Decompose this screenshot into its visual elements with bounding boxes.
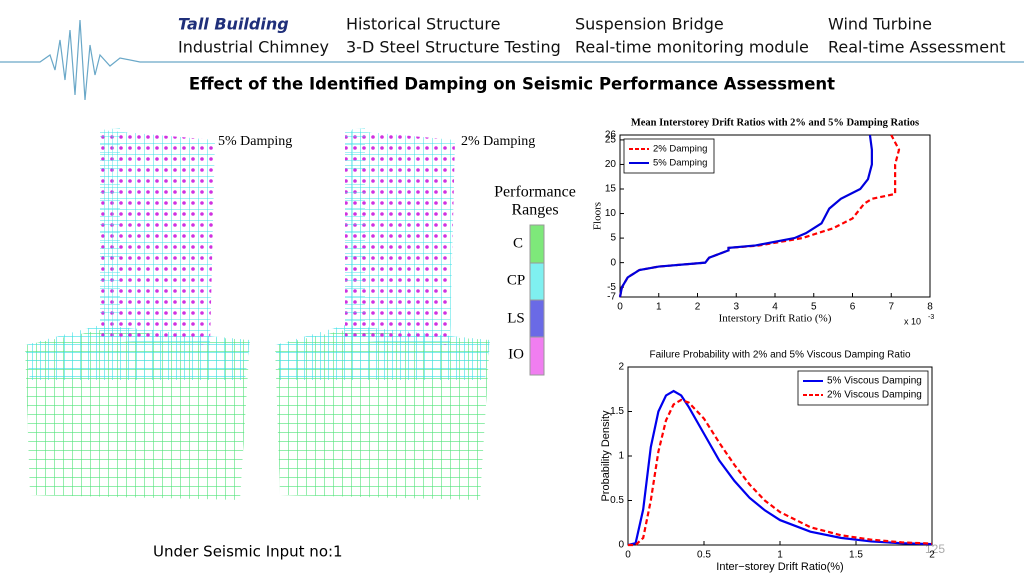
nav-item[interactable]: Tall Building: [178, 15, 289, 34]
legend-swatch: [529, 299, 545, 338]
series-line: [627, 389, 933, 547]
chart-title: Failure Probability with 2% and 5% Visco…: [649, 350, 910, 361]
seismic-wave: [0, 19, 1024, 101]
legend-label: 5% Damping: [653, 158, 707, 169]
legend-label: CP: [507, 272, 525, 288]
y-tick-label: 10: [605, 208, 617, 219]
series-line: [628, 398, 933, 547]
nav-item[interactable]: Historical Structure: [346, 15, 500, 34]
y-tick-label: 0: [618, 540, 624, 551]
legend-swatch: [529, 262, 545, 301]
y-tick-label: 25: [605, 135, 617, 146]
chart-title: Mean Interstorey Drift Ratios with 2% an…: [631, 117, 919, 128]
x-tick-label: 2: [929, 550, 935, 561]
y-tick-label: -7: [607, 292, 616, 303]
legend-title: Ranges: [511, 202, 558, 219]
legend-box: [623, 138, 715, 174]
nav-item[interactable]: Real-time Assessment: [828, 38, 1005, 57]
legend-label: LS: [507, 310, 525, 326]
x-tick-label: 8: [927, 302, 933, 313]
x-tick-label: 6: [850, 302, 856, 313]
legend-label: IO: [508, 346, 524, 362]
y-tick-label: 2: [618, 362, 624, 373]
x-tick-label: 7: [888, 302, 894, 313]
y-axis-label: Floors: [592, 202, 604, 230]
nav-item[interactable]: 3-D Steel Structure Testing: [346, 38, 561, 57]
nav-item[interactable]: Real-time monitoring module: [575, 38, 809, 57]
y-tick-label: 1: [618, 451, 624, 462]
legend-swatch: [529, 336, 545, 376]
legend-label: C: [513, 235, 523, 251]
x-multiplier: x 10: [904, 316, 921, 326]
x-tick-label: 0.5: [697, 550, 711, 561]
y-tick-label: 0.5: [610, 495, 624, 506]
x-multiplier-exponent: -3: [928, 314, 934, 321]
legend-label: 5% Viscous Damping: [827, 376, 922, 387]
x-tick-label: 1: [656, 302, 662, 313]
page-number: 125: [925, 542, 945, 556]
x-tick-label: 0: [625, 550, 631, 561]
y-tick-label: 20: [605, 159, 617, 170]
model-label: 5% Damping: [218, 134, 292, 149]
building-model-5: [25, 128, 250, 500]
x-tick-label: 1.5: [849, 550, 863, 561]
x-tick-label: 0: [617, 302, 623, 313]
legend-label: 2% Viscous Damping: [827, 390, 922, 401]
x-axis-label: Inter−storey Drift Ratio(%): [716, 561, 843, 573]
legend-box: [797, 370, 929, 406]
y-tick-label: 0: [610, 257, 616, 268]
nav-item[interactable]: Wind Turbine: [828, 15, 932, 34]
x-tick-label: 3: [733, 302, 739, 313]
y-tick-label: 1.5: [610, 406, 624, 417]
x-axis-label: Interstory Drift Ratio (%): [719, 313, 832, 325]
y-tick-label: 15: [605, 184, 617, 195]
legend-label: 2% Damping: [653, 144, 707, 155]
building-model-2: [275, 128, 490, 500]
legend-title: Performance: [494, 184, 576, 201]
y-axis-label: Probability Density: [600, 410, 612, 502]
y-tick-label: 26: [605, 130, 617, 141]
model-label: 2% Damping: [461, 134, 535, 149]
x-tick-label: 2: [695, 302, 701, 313]
nav-item[interactable]: Industrial Chimney: [178, 38, 329, 57]
x-tick-label: 4: [772, 302, 778, 313]
series-line: [618, 134, 873, 298]
y-tick-label: 5: [610, 233, 616, 244]
caption: Under Seismic Input no:1: [153, 543, 343, 561]
legend-swatch: [529, 224, 545, 264]
y-tick-label: -5: [607, 282, 616, 293]
nav-item[interactable]: Suspension Bridge: [575, 15, 724, 34]
x-tick-label: 5: [811, 302, 817, 313]
slide-title: Effect of the Identified Damping on Seis…: [189, 75, 835, 94]
x-tick-label: 1: [777, 550, 783, 561]
